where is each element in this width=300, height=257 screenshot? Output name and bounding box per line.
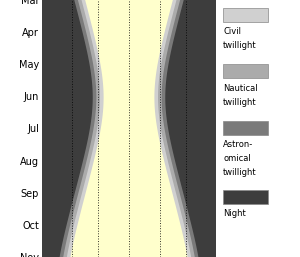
Bar (223, 121, 268, 135)
Bar (223, 8, 268, 22)
Text: omical: omical (223, 154, 251, 163)
Text: twillight: twillight (223, 98, 257, 107)
Text: Nautical: Nautical (223, 84, 258, 93)
Bar (223, 64, 268, 78)
Text: Astron-: Astron- (223, 140, 253, 149)
Text: twillight: twillight (223, 168, 257, 177)
Bar (223, 190, 268, 204)
Text: Night: Night (223, 209, 246, 218)
Text: Civil: Civil (223, 27, 241, 36)
Text: twillight: twillight (223, 41, 257, 50)
